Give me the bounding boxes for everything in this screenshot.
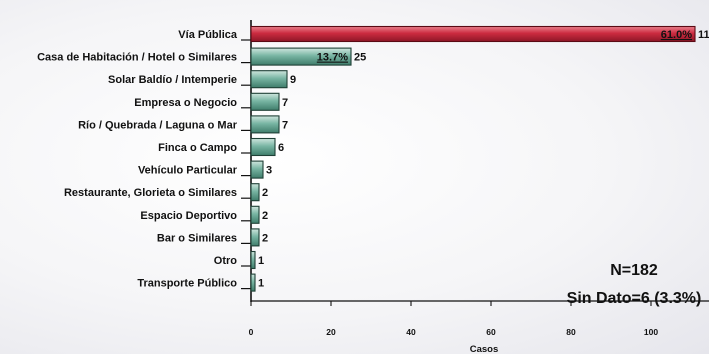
x-tick-label: 20	[326, 327, 336, 337]
bar	[250, 47, 352, 66]
value-label: 2	[262, 232, 268, 244]
value-label: 6	[278, 142, 284, 154]
x-tick-label: 0	[249, 327, 254, 337]
category-label: Solar Baldío / Intemperie	[108, 74, 237, 86]
x-tick-label: 80	[566, 327, 576, 337]
plot-area: Vía Pública 111 61.0% Casa de Habitación / …	[37, 20, 709, 354]
bar	[250, 205, 260, 224]
percent-label: 61.0%	[661, 29, 692, 41]
x-axis-title: Casos	[470, 344, 499, 354]
bar	[250, 70, 288, 89]
category-label: Transporte Público	[137, 278, 237, 290]
category-label: Espacio Deportivo	[140, 210, 237, 222]
category-label: Bar o Similares	[157, 232, 237, 244]
bar	[250, 92, 280, 111]
value-label: 111	[698, 29, 709, 41]
bar	[250, 115, 280, 134]
bar	[250, 160, 264, 179]
bar	[250, 228, 260, 247]
category-label: Casa de Habitación / Hotel o Similares	[37, 52, 237, 64]
value-label: 3	[266, 165, 272, 177]
x-tick-label: 40	[406, 327, 416, 337]
value-label: 25	[354, 52, 366, 64]
bar	[250, 273, 256, 292]
category-label: Empresa o Negocio	[134, 97, 237, 109]
category-label: Río / Quebrada / Laguna o Mar	[78, 119, 238, 131]
bar	[250, 183, 260, 202]
category-label: Vehículo Particular	[138, 165, 238, 177]
value-label: 7	[282, 97, 288, 109]
category-label: Finca o Campo	[158, 142, 237, 154]
percent-label: 13.7%	[317, 52, 348, 64]
x-tick-label: 60	[486, 327, 496, 337]
bar	[250, 25, 696, 43]
value-label: 7	[282, 119, 288, 131]
value-label: 2	[262, 210, 268, 222]
value-label: 9	[290, 74, 296, 86]
category-label: Otro	[214, 255, 238, 267]
missing-data-annotation: Sin Dato=6 (3.3%)	[567, 290, 702, 307]
value-label: 1	[258, 278, 264, 290]
n-total-annotation: N=182	[610, 262, 658, 279]
bar	[250, 137, 276, 157]
category-label: Restaurante, Glorieta o Similares	[64, 187, 237, 199]
category-label: Vía Pública	[178, 29, 238, 41]
value-label: 2	[262, 187, 268, 199]
x-tick-label: 100	[644, 327, 658, 337]
bar	[250, 250, 256, 270]
value-label: 1	[258, 255, 264, 267]
